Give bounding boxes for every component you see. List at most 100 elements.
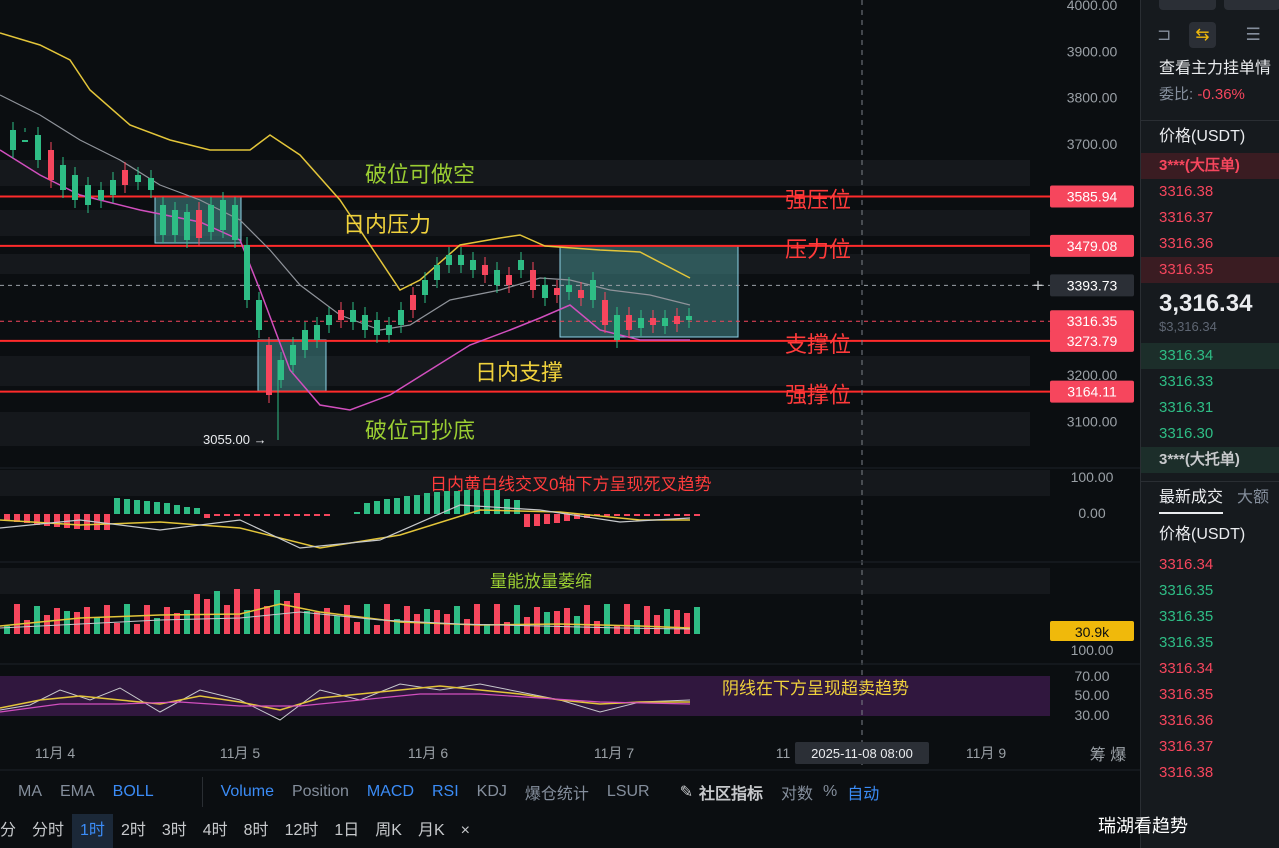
indicator-macd[interactable]: MACD [366, 783, 414, 800]
candle [362, 315, 368, 330]
tf-8h[interactable]: 8时 [243, 822, 269, 839]
macd-bar [84, 514, 90, 530]
macd-bar [254, 514, 260, 516]
candle [482, 265, 488, 275]
price-tag [1050, 380, 1134, 403]
macd-bar [464, 490, 470, 514]
macd-bar [664, 514, 670, 516]
price-tag-text: 3273.79 [1067, 333, 1118, 349]
tf-1d[interactable]: 1日 [334, 822, 360, 839]
time-tick: 11月 7 [594, 745, 634, 761]
ask-row[interactable]: 3316.35 [1141, 257, 1279, 283]
annotation-band [0, 470, 1050, 496]
ask-row[interactable]: 3316.38 [1159, 183, 1214, 200]
bid-row[interactable]: 3316.30 [1159, 425, 1214, 442]
tf-2h[interactable]: 2时 [120, 822, 146, 839]
bid-row[interactable]: 3316.34 [1141, 343, 1279, 369]
both-sides-icon[interactable]: ⇆ [1189, 22, 1216, 48]
volume-bar [464, 619, 470, 634]
layout-icon[interactable]: ⊐ [1157, 25, 1172, 44]
community-indicator-button[interactable]: 社区指标 [699, 786, 764, 803]
tf-12h[interactable]: 12时 [284, 822, 319, 839]
tf-timeshare[interactable]: 分时 [32, 822, 65, 839]
candle [458, 255, 464, 265]
indicator-lsur[interactable]: LSUR [606, 783, 650, 800]
macd-bar [444, 491, 450, 514]
macd-bar [644, 514, 650, 516]
price-tag-text: 3479.08 [1067, 238, 1118, 254]
tab-stub[interactable] [1223, 0, 1279, 10]
tf-1h[interactable]: 1时 [72, 814, 113, 848]
price-tag [1050, 274, 1134, 297]
indicator-kdj[interactable]: KDJ [476, 783, 507, 800]
volume-bar [264, 606, 270, 634]
trade-row: 3316.35 [1159, 634, 1214, 651]
indicator-liquidation[interactable]: 爆仓统计 [524, 786, 589, 803]
annotation-band [0, 412, 1030, 446]
indicator-position[interactable]: Position [291, 783, 349, 800]
candle [232, 205, 238, 240]
tf-week[interactable]: 周K [375, 822, 402, 839]
close-icon[interactable]: × [460, 822, 470, 839]
macd-bar [54, 514, 60, 527]
ask-row[interactable]: 3316.36 [1159, 235, 1214, 252]
volume-bar [544, 612, 550, 634]
tab-latest-trades[interactable]: 最新成交 [1159, 482, 1224, 514]
tf-3h[interactable]: 3时 [161, 822, 187, 839]
list-icon[interactable]: ☰ [1245, 25, 1261, 44]
volume-bar [84, 607, 90, 634]
macd-pane: 日内黄白线交叉0轴下方呈现死叉趋势 100.00 0.00 [0, 469, 1114, 549]
indicator-rsi[interactable]: RSI [432, 783, 459, 800]
candle [196, 210, 202, 238]
volume-bar [204, 599, 210, 634]
price-tick: 4000.00 [1067, 0, 1118, 13]
volume-bar [354, 622, 360, 634]
macd-bar [494, 490, 500, 514]
indicator-ema[interactable]: EMA [60, 783, 95, 800]
candle [338, 310, 344, 320]
strong-resistance-line-label: 强压位 [785, 188, 851, 213]
bid-row[interactable]: 3316.31 [1159, 399, 1214, 416]
big-ask-order[interactable]: 3***(大压单) [1141, 153, 1279, 179]
big-bid-order[interactable]: 3***(大托单) [1141, 447, 1279, 473]
volume-bar [174, 613, 180, 634]
tf-month[interactable]: 月K [417, 822, 445, 839]
tab-stub[interactable] [1159, 0, 1216, 10]
macd-bar [584, 514, 590, 518]
candle [266, 345, 272, 395]
tab-large-trades[interactable]: 大额 [1237, 489, 1270, 506]
main-orders-link[interactable]: 查看主力挂单情 [1159, 60, 1272, 77]
auto-scale-toggle[interactable]: 自动 [847, 786, 880, 803]
crosshair-time-box [795, 742, 929, 764]
volume-bar [484, 624, 490, 634]
trades-price-header: 价格(USDT) [1159, 526, 1246, 543]
trades-tabs: 最新成交 大额 [1141, 482, 1279, 514]
edit-icon[interactable]: ✎ [679, 784, 694, 801]
price-tag [1050, 329, 1134, 352]
time-tick: 11月 4 [35, 745, 75, 761]
macd-bar [44, 514, 50, 526]
percent-toggle[interactable]: % [823, 783, 838, 800]
indicator-boll[interactable]: BOLL [112, 783, 154, 800]
candle [172, 210, 178, 235]
strong-support-line-label: 强撑位 [785, 383, 851, 408]
macd-bar [694, 514, 700, 516]
ratio-value: -0.36% [1197, 86, 1245, 103]
ask-row[interactable]: 3316.37 [1159, 209, 1214, 226]
macd-bar [574, 514, 580, 519]
candle [48, 150, 54, 180]
volume-bar [534, 607, 540, 634]
tf-min[interactable]: 分 [0, 822, 17, 839]
volume-bar [314, 612, 320, 634]
indicator-ma[interactable]: MA [18, 783, 42, 800]
macd-bar [434, 492, 440, 514]
volume-bar [294, 593, 300, 634]
price-tag-text: 3585.94 [1067, 189, 1118, 205]
tf-4h[interactable]: 4时 [202, 822, 228, 839]
break-bottom-note: 破位可抄底 [365, 418, 475, 443]
indicator-volume[interactable]: Volume [220, 783, 274, 800]
bid-row[interactable]: 3316.33 [1159, 373, 1214, 390]
log-scale-toggle[interactable]: 对数 [781, 786, 814, 803]
macd-bar [134, 500, 140, 514]
